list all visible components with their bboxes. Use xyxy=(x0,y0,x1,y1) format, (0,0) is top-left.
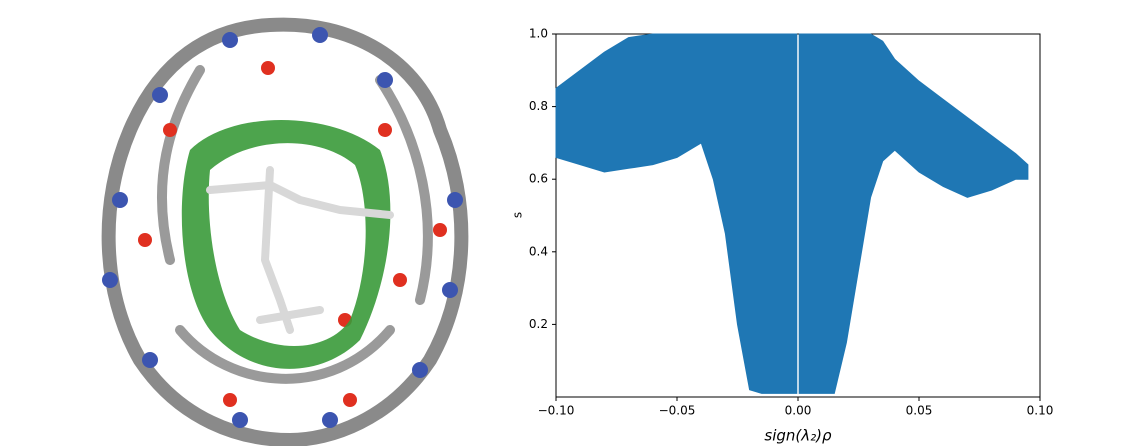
y-tick-label: 1.0 xyxy=(529,27,548,41)
x-tick-label: 0.10 xyxy=(1027,404,1054,418)
x-tick-label: 0.00 xyxy=(785,404,812,418)
cage-ring xyxy=(101,17,469,446)
y-tick-label: 0.6 xyxy=(529,172,548,186)
x-tick-label: −0.10 xyxy=(538,404,575,418)
x-tick-label: 0.05 xyxy=(906,404,933,418)
cage-ring-inner xyxy=(156,65,433,384)
y-axis-label: s xyxy=(511,212,525,218)
x-tick-label: −0.05 xyxy=(659,404,696,418)
nitrogen-atoms xyxy=(102,27,463,428)
molecule-illustration xyxy=(101,17,469,446)
point-cloud xyxy=(555,33,1029,394)
y-tick-label: 0.2 xyxy=(529,317,548,331)
guest-molecule xyxy=(206,166,394,334)
y-tick-label: 0.4 xyxy=(529,244,548,258)
x-axis-label: sign(λ₂)ρ xyxy=(764,427,832,445)
interaction-surface xyxy=(181,120,391,369)
y-tick-label: 0.8 xyxy=(529,99,548,113)
